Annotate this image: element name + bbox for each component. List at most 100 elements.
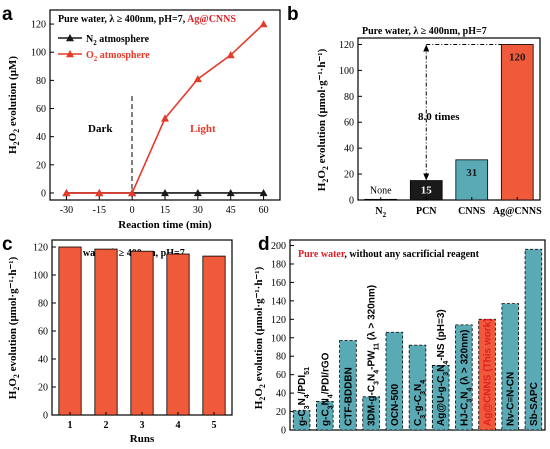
chart-a-ylabel: H2O2 evolution (μM) <box>7 56 21 154</box>
chart-d-bar-label: 3DM-g-C3N4-PW11 (λ > 320nm) <box>367 285 381 426</box>
chart-c-ytick-label: 120 <box>33 243 48 254</box>
chart-c-ytick-label: 80 <box>38 299 48 310</box>
chart-b-arrowhead-down <box>423 173 430 181</box>
chart-d-bar <box>408 344 427 431</box>
chart-d-ytick-label: 100 <box>271 333 286 344</box>
chart-d-ytick-label: 20 <box>276 407 286 418</box>
chart-b-ytick-label: 120 <box>339 40 354 51</box>
chart-d-ytick-label: 180 <box>271 259 286 270</box>
chart-d-bar-label: HJ-C3N4 (λ > 320nm) <box>459 330 473 427</box>
chart-d-ytick-label: 40 <box>276 389 286 400</box>
chart-c-ytick-label: 0 <box>43 411 48 422</box>
chart-d-bar <box>431 365 450 431</box>
chart-d-bar <box>478 318 496 431</box>
chart-d-bar <box>524 248 543 431</box>
chart-a-frame <box>49 9 281 201</box>
chart-c-xtick-label: 5 <box>212 420 217 431</box>
legend-marker-1 <box>66 50 74 58</box>
panel-label-c: c <box>2 234 13 255</box>
chart-c-ytick-label: 100 <box>33 271 48 282</box>
chart-c-ytick-label: 40 <box>38 355 48 366</box>
chart-b-condition: Pure water, λ ≥ 400nm, pH=7 <box>362 26 487 37</box>
chart-d-bar <box>385 331 404 431</box>
chart-d-bar-label: Ag@CNNS (This work) <box>483 318 494 426</box>
chart-d-ytick-label: 80 <box>276 352 286 363</box>
chart-b-ytick-label: 100 <box>339 66 354 77</box>
chart-c-xlabel: Runs <box>130 433 155 445</box>
chart-a-ytick-label: 20 <box>36 160 46 171</box>
chart-d-bar <box>455 324 473 431</box>
chart-d-ytick-label: 160 <box>271 278 286 289</box>
chart-a-point <box>226 51 235 59</box>
chart-b-data-label: 31 <box>466 167 477 179</box>
chart-c: Pure water, λ ≥ 400nm, pH=7 Runs H2O2 ev… <box>7 239 233 445</box>
chart-d-bar <box>339 340 357 431</box>
chart-b-xtick-label: Ag@CNNS <box>493 206 542 217</box>
chart-c-ytick-label: 60 <box>38 327 48 338</box>
chart-d-ytick-label: 200 <box>271 241 286 252</box>
chart-c-bar <box>166 253 190 416</box>
chart-d-bar-label: g-C3N4/PDI/rGO <box>320 352 334 426</box>
chart-b-ylabel: H2O2 evolution (μmol·g⁻¹·h⁻¹) <box>316 48 330 191</box>
chart-a-point <box>128 188 137 197</box>
chart-b-ytick-label: 80 <box>344 92 354 103</box>
chart-b-ytick-label: 60 <box>344 118 354 129</box>
legend-label-0: N2 atmosphere <box>86 34 150 47</box>
chart-b-annotation: 8.0 times <box>418 111 460 123</box>
chart-d-ytick-label: 60 <box>276 370 286 381</box>
chart-a-ytick-label: 60 <box>36 104 46 115</box>
chart-c-xtick-label: 4 <box>176 420 181 431</box>
chart-c-ylabel: H2O2 evolution (μmol·g⁻¹·h⁻¹) <box>7 256 21 399</box>
chart-d: Pure water, without any sacrificial reag… <box>253 239 546 437</box>
chart-d-bar <box>501 303 519 431</box>
chart-a-xtick-label: -30 <box>60 205 73 216</box>
chart-a: Pure water, λ ≥ 400nm, pH=7, Ag@CNNS N2 … <box>7 9 281 231</box>
chart-d-bar <box>362 396 380 431</box>
chart-a-xtick-label: 45 <box>226 205 236 216</box>
chart-c-condition: Pure water, λ ≥ 400nm, pH=7 <box>60 248 185 259</box>
chart-a-ytick-label: 80 <box>36 76 46 87</box>
chart-d-ytick-label: 140 <box>271 296 286 307</box>
chart-c-bar <box>202 255 226 416</box>
chart-a-ytick-label: 120 <box>31 20 46 31</box>
chart-b-data-label: None <box>370 185 392 196</box>
chart-a-xtick-label: 15 <box>160 205 170 216</box>
chart-c-ytick-label: 20 <box>38 383 48 394</box>
chart-d-bar-label: OCN-500 <box>390 383 401 426</box>
chart-c-bar <box>94 248 118 416</box>
chart-a-legend: N2 atmosphere O2 atmosphere <box>58 34 150 63</box>
panel-label-a: a <box>2 4 13 25</box>
chart-a-xtick-label: -15 <box>93 205 106 216</box>
chart-a-ytick-label: 0 <box>41 188 46 199</box>
chart-d-ylabel: H2O2 evolution (μmol·g⁻¹·h⁻¹) <box>253 266 267 409</box>
chart-a-point <box>161 114 169 122</box>
chart-d-bar-label: g-C3N4/PDI51 <box>297 367 311 426</box>
chart-b-arrowhead-up <box>423 44 430 52</box>
chart-a-xtick-label: 60 <box>259 205 269 216</box>
chart-a-point <box>62 188 71 197</box>
chart-d-bar-label: CTF-BDDBN <box>343 367 354 426</box>
chart-d-bar-label: C3-g-C3N4 <box>413 380 427 426</box>
chart-a-point <box>259 20 268 28</box>
chart-a-condition: Pure water, λ ≥ 400nm, pH=7, Ag@CNNS <box>58 14 236 25</box>
chart-d-bar <box>292 410 311 431</box>
chart-d-ytick-label: 120 <box>271 315 286 326</box>
chart-b-ytick-label: 20 <box>344 170 354 181</box>
chart-b-frame <box>357 37 541 201</box>
chart-c-bar <box>130 250 154 416</box>
chart-a-series-line-1 <box>66 23 265 194</box>
chart-a-dark-label: Dark <box>88 123 113 135</box>
chart-c-xtick-label: 3 <box>140 420 145 431</box>
chart-b-data-label: 15 <box>421 185 433 197</box>
chart-d-bar-label: Sb-SAPC <box>529 382 540 426</box>
chart-b-data-label: 120 <box>509 51 526 63</box>
chart-d-condition: Pure water, without any sacrificial reag… <box>298 249 480 260</box>
chart-b: Pure water, λ ≥ 400nm, pH=7 8.0 times H2… <box>316 26 542 219</box>
chart-a-xlabel: Reaction time (min) <box>118 219 212 231</box>
chart-b-bar <box>455 159 489 201</box>
chart-b-xtick-label: PCN <box>416 206 437 217</box>
chart-d-bar-label: Ag@U-g-C3N4-NS (pH=3) <box>436 309 450 426</box>
chart-c-xtick-label: 1 <box>68 420 73 431</box>
chart-a-ytick-label: 40 <box>36 132 46 143</box>
